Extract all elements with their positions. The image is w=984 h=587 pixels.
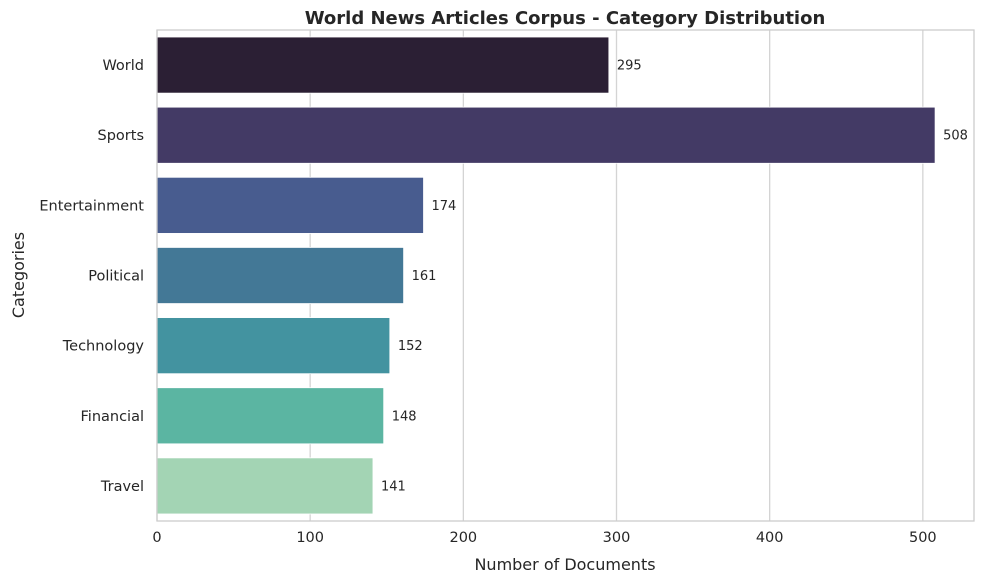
y-tick-label: Sports — [98, 128, 144, 144]
bar-entertainment — [156, 176, 424, 234]
y-tick-label: Technology — [62, 339, 145, 355]
data-label-political: 161 — [412, 269, 437, 284]
data-label-technology: 152 — [398, 339, 423, 354]
bar-travel — [156, 457, 374, 515]
x-axis-label: Number of Documents — [474, 555, 655, 574]
data-label-entertainment: 174 — [432, 199, 457, 214]
x-axis-ticks: 0 100 200 300 400 500 — [152, 530, 936, 546]
bar-political — [156, 247, 405, 304]
y-tick-label: Political — [88, 269, 144, 285]
x-tick-label: 100 — [296, 530, 324, 546]
y-tick-label: Financial — [81, 409, 145, 425]
bar-financial — [156, 387, 385, 445]
plot-frame — [156, 29, 975, 522]
data-label-travel: 141 — [381, 479, 406, 494]
y-axis-ticks: World Sports Entertainment Political Technol… — [39, 58, 144, 495]
bar-world — [156, 36, 610, 94]
data-label-sports: 508 — [943, 129, 968, 144]
x-tick-label: 500 — [909, 530, 937, 546]
bar-sports — [156, 106, 936, 164]
data-label-financial: 148 — [392, 409, 417, 424]
chart-title: World News Articles Corpus - Category Di… — [305, 8, 826, 29]
bars — [156, 36, 936, 515]
y-tick-label: Travel — [100, 479, 144, 495]
x-tick-label: 400 — [756, 530, 784, 546]
y-tick-label: World — [102, 58, 144, 74]
bar-technology — [156, 317, 391, 375]
x-tick-label: 200 — [449, 530, 477, 546]
x-tick-label: 300 — [603, 530, 631, 546]
data-label-world: 295 — [617, 59, 642, 74]
y-axis-label: Categories — [9, 232, 28, 318]
x-tick-label: 0 — [152, 530, 161, 546]
data-labels: 295 508 174 161 152 148 141 — [381, 59, 968, 495]
y-tick-label: Entertainment — [39, 198, 144, 214]
